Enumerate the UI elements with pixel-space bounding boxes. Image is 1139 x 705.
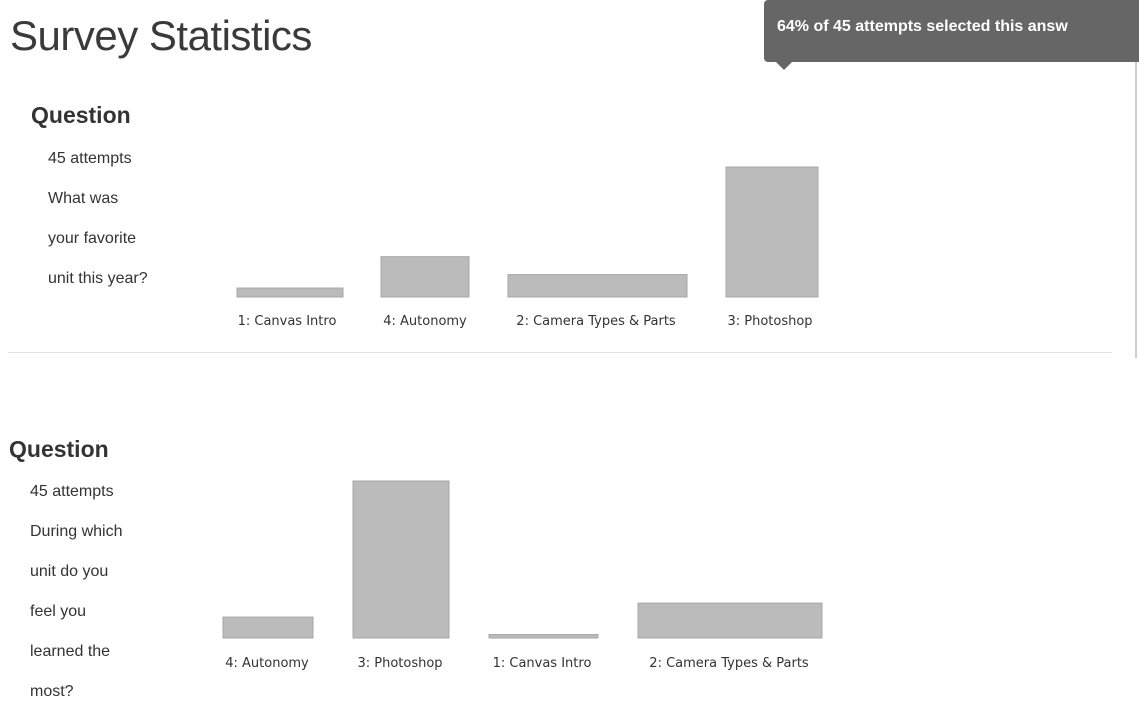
tooltip-arrow: [776, 62, 792, 70]
category-label: 2: Camera Types & Parts: [516, 314, 676, 329]
question-text-line: What was: [48, 190, 119, 207]
question-text-line: feel you: [30, 603, 87, 620]
category-label: 1: Canvas Intro: [238, 314, 337, 329]
question-text-line: your favorite: [48, 230, 137, 247]
answer-tooltip: 64% of 45 attempts selected this answ: [764, 0, 1139, 62]
category-label: 4: Autonomy: [225, 656, 309, 671]
question-text-line: unit this year?: [48, 270, 148, 287]
question-2-bar-chart: 4: Autonomy 3: Photoshop 1: Canvas Intro 2:…: [222, 480, 823, 671]
chart-bar[interactable]: [236, 287, 344, 298]
panel-edge: [1135, 62, 1137, 358]
question-1-bar-chart: 1: Canvas Intro 4: Autonomy 2: Camera Type…: [236, 166, 819, 329]
question-text-line: learned the: [30, 643, 111, 660]
chart-bar[interactable]: [352, 480, 450, 639]
question-divider: [8, 352, 1112, 353]
chart-bar[interactable]: [637, 602, 823, 639]
page-title: Survey Statistics: [10, 12, 312, 59]
chart-bar[interactable]: [725, 166, 819, 298]
chart-bar[interactable]: [222, 616, 314, 639]
chart-bar[interactable]: [380, 256, 470, 298]
question-heading: Question: [31, 102, 131, 128]
question-heading: Question: [9, 436, 109, 462]
question-text-line: most?: [30, 683, 74, 700]
question-text-line: During which: [30, 523, 123, 540]
category-label: 3: Photoshop: [727, 314, 812, 329]
question-meta: 45 attempts During which unit do you fee…: [30, 472, 160, 705]
tooltip-text: 64% of 45 attempts selected this answ: [777, 18, 1068, 35]
attempts-count: 45 attempts: [48, 150, 132, 167]
question-meta: 45 attempts What was your favorite unit …: [48, 139, 178, 299]
chart-bar[interactable]: [507, 274, 688, 298]
category-label: 3: Photoshop: [357, 656, 442, 671]
attempts-count: 45 attempts: [30, 483, 114, 500]
chart-bar[interactable]: [488, 634, 599, 639]
category-label: 2: Camera Types & Parts: [649, 656, 809, 671]
category-label: 1: Canvas Intro: [493, 656, 592, 671]
question-text-line: unit do you: [30, 563, 109, 580]
category-label: 4: Autonomy: [383, 314, 467, 329]
